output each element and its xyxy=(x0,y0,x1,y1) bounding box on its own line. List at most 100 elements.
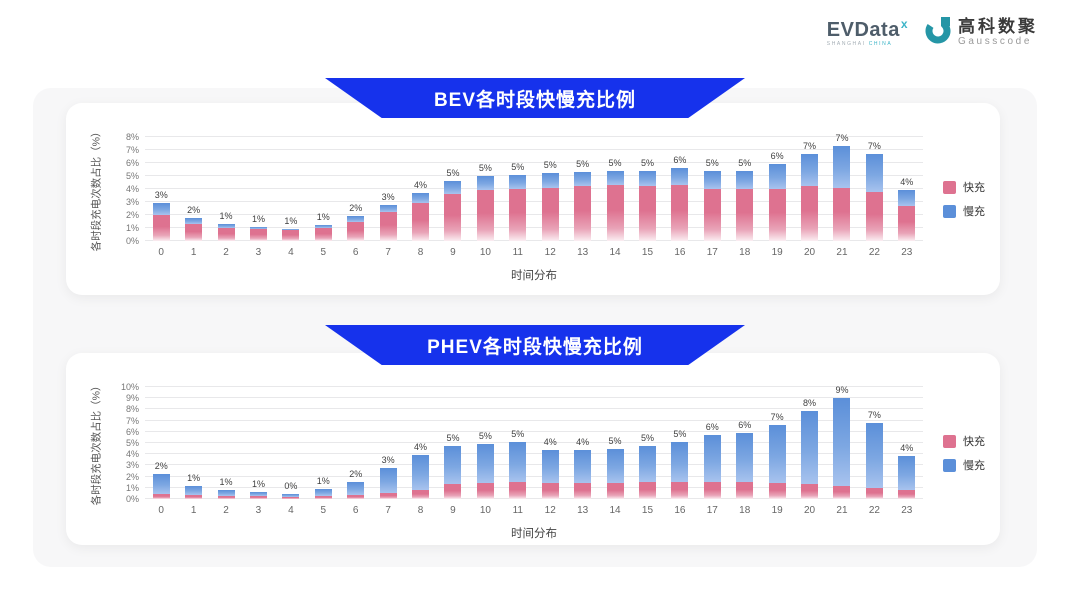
x-axis-tick: 0 xyxy=(158,247,164,258)
slow-charge-segment xyxy=(412,192,430,204)
bar-hour-12 xyxy=(541,173,559,241)
bar-hour-10 xyxy=(476,176,494,241)
evdata-superscript: x xyxy=(900,17,908,31)
fast-charge-segment xyxy=(347,221,365,241)
slow-charge-segment xyxy=(379,467,397,494)
x-axis-tick: 3 xyxy=(255,247,262,258)
slow-charge-segment xyxy=(444,446,462,485)
fast-charge-segment xyxy=(736,189,754,241)
fast-charge-segment xyxy=(833,485,851,499)
x-axis-tick: 12 xyxy=(544,505,556,516)
bar-hour-2 xyxy=(217,490,235,499)
y-axis-tick: 7% xyxy=(125,415,139,426)
x-axis-tick: 8 xyxy=(417,505,424,516)
slow-charge-segment xyxy=(574,449,592,484)
gausscode-en: Gausscode xyxy=(958,36,1032,47)
bar-hour-16 xyxy=(671,441,689,499)
x-axis-tick: 5 xyxy=(320,247,327,258)
slow-charge-segment xyxy=(347,482,365,495)
slow-charge-segment xyxy=(606,170,624,186)
bar-value-label: 5% xyxy=(478,431,492,442)
fast-charge-segment xyxy=(671,482,689,499)
bar-hour-14 xyxy=(606,448,624,499)
y-axis-tick: 10% xyxy=(120,382,139,392)
slow-charge-segment xyxy=(703,170,721,189)
y-axis-tick: 2% xyxy=(125,471,139,482)
x-axis-tick: 2 xyxy=(223,247,229,258)
x-axis-tick: 18 xyxy=(739,247,751,258)
bar-value-label: 5% xyxy=(478,163,492,173)
x-axis-tick: 21 xyxy=(836,247,848,258)
x-axis-tick: 20 xyxy=(803,247,816,258)
legend-swatch xyxy=(943,204,956,218)
bar-hour-23 xyxy=(898,456,916,499)
fast-charge-segment xyxy=(574,186,592,241)
evdata-logo: EVDatax SHANGHAI CHINA xyxy=(827,18,908,47)
bar-value-label: 6% xyxy=(673,155,687,166)
bar-value-label: 1% xyxy=(316,212,330,223)
x-axis-tick: 20 xyxy=(803,505,816,516)
bar-value-label: 6% xyxy=(705,422,719,433)
fast-charge-segment xyxy=(314,228,332,241)
slow-charge-segment xyxy=(541,173,559,188)
bar-value-label: 5% xyxy=(511,428,525,439)
bar-value-label: 7% xyxy=(803,140,817,151)
bar-hour-22 xyxy=(865,153,883,241)
fast-charge-segment xyxy=(638,186,656,241)
x-axis-tick: 21 xyxy=(836,505,848,516)
gridline xyxy=(145,136,923,137)
bar-hour-14 xyxy=(606,170,624,241)
gridline xyxy=(145,201,923,202)
bar-hour-21 xyxy=(833,398,851,499)
fast-charge-segment xyxy=(347,494,365,499)
bar-value-label: 6% xyxy=(738,419,752,430)
phev-banner-title: PHEV各时段快慢充比例 xyxy=(427,336,643,358)
bar-hour-21 xyxy=(833,146,851,241)
x-axis-tick: 19 xyxy=(771,505,783,516)
gridline xyxy=(145,430,923,432)
bar-value-label: 5% xyxy=(446,168,460,179)
y-axis-tick: 3% xyxy=(125,460,139,471)
x-axis-tick: 9 xyxy=(450,505,456,516)
fast-charge-segment xyxy=(379,493,397,499)
legend-label: 快充 xyxy=(963,182,985,194)
fast-charge-segment xyxy=(152,493,170,499)
x-axis-tick: 23 xyxy=(901,505,913,516)
gausscode-cn: 高科数聚 xyxy=(958,17,1038,36)
bar-value-label: 5% xyxy=(511,161,525,172)
bev-legend: 快充 慢充 xyxy=(943,179,985,219)
slow-charge-segment xyxy=(736,432,754,483)
fast-charge-segment xyxy=(898,205,916,241)
slow-charge-segment xyxy=(314,489,332,496)
gridline xyxy=(145,464,923,466)
x-axis-tick: 1 xyxy=(190,247,197,258)
bev-banner-title: BEV各时段快慢充比例 xyxy=(433,89,637,111)
slow-charge-segment xyxy=(379,204,397,213)
bar-value-label: 3% xyxy=(381,454,395,465)
fast-charge-segment xyxy=(412,490,430,499)
slow-charge-segment xyxy=(152,203,170,215)
legend-label: 慢充 xyxy=(963,206,985,218)
bar-hour-0 xyxy=(152,203,170,241)
x-axis-tick: 13 xyxy=(577,505,589,516)
fast-charge-segment xyxy=(444,484,462,499)
evdata-wordmark: EVDatax xyxy=(827,18,908,40)
phev-banner: PHEV各时段快慢充比例 xyxy=(325,325,745,365)
x-axis-tick: 15 xyxy=(641,247,654,258)
y-axis-tick: 5% xyxy=(125,438,139,448)
bar-value-label: 5% xyxy=(738,157,752,168)
fast-charge-segment xyxy=(606,185,624,241)
gridline xyxy=(145,475,923,477)
gridline xyxy=(145,188,923,189)
x-axis-tick: 17 xyxy=(706,247,718,258)
gridline xyxy=(145,498,923,499)
bar-hour-18 xyxy=(736,170,754,241)
slow-charge-segment xyxy=(509,441,527,483)
bar-hour-1 xyxy=(185,217,203,241)
fast-charge-segment xyxy=(541,187,559,241)
phev-chart-card: 各时段充电次数占比（%） 0% 1% 2% 3% 4% 5% 6% 7% 8% 9% 10% 2% 0 1… xyxy=(66,353,1000,545)
bar-value-label: 5% xyxy=(576,159,590,170)
bar-value-label: 1% xyxy=(219,211,233,222)
y-axis-tick: 2% xyxy=(125,210,139,220)
bar-value-label: 4% xyxy=(414,442,428,453)
